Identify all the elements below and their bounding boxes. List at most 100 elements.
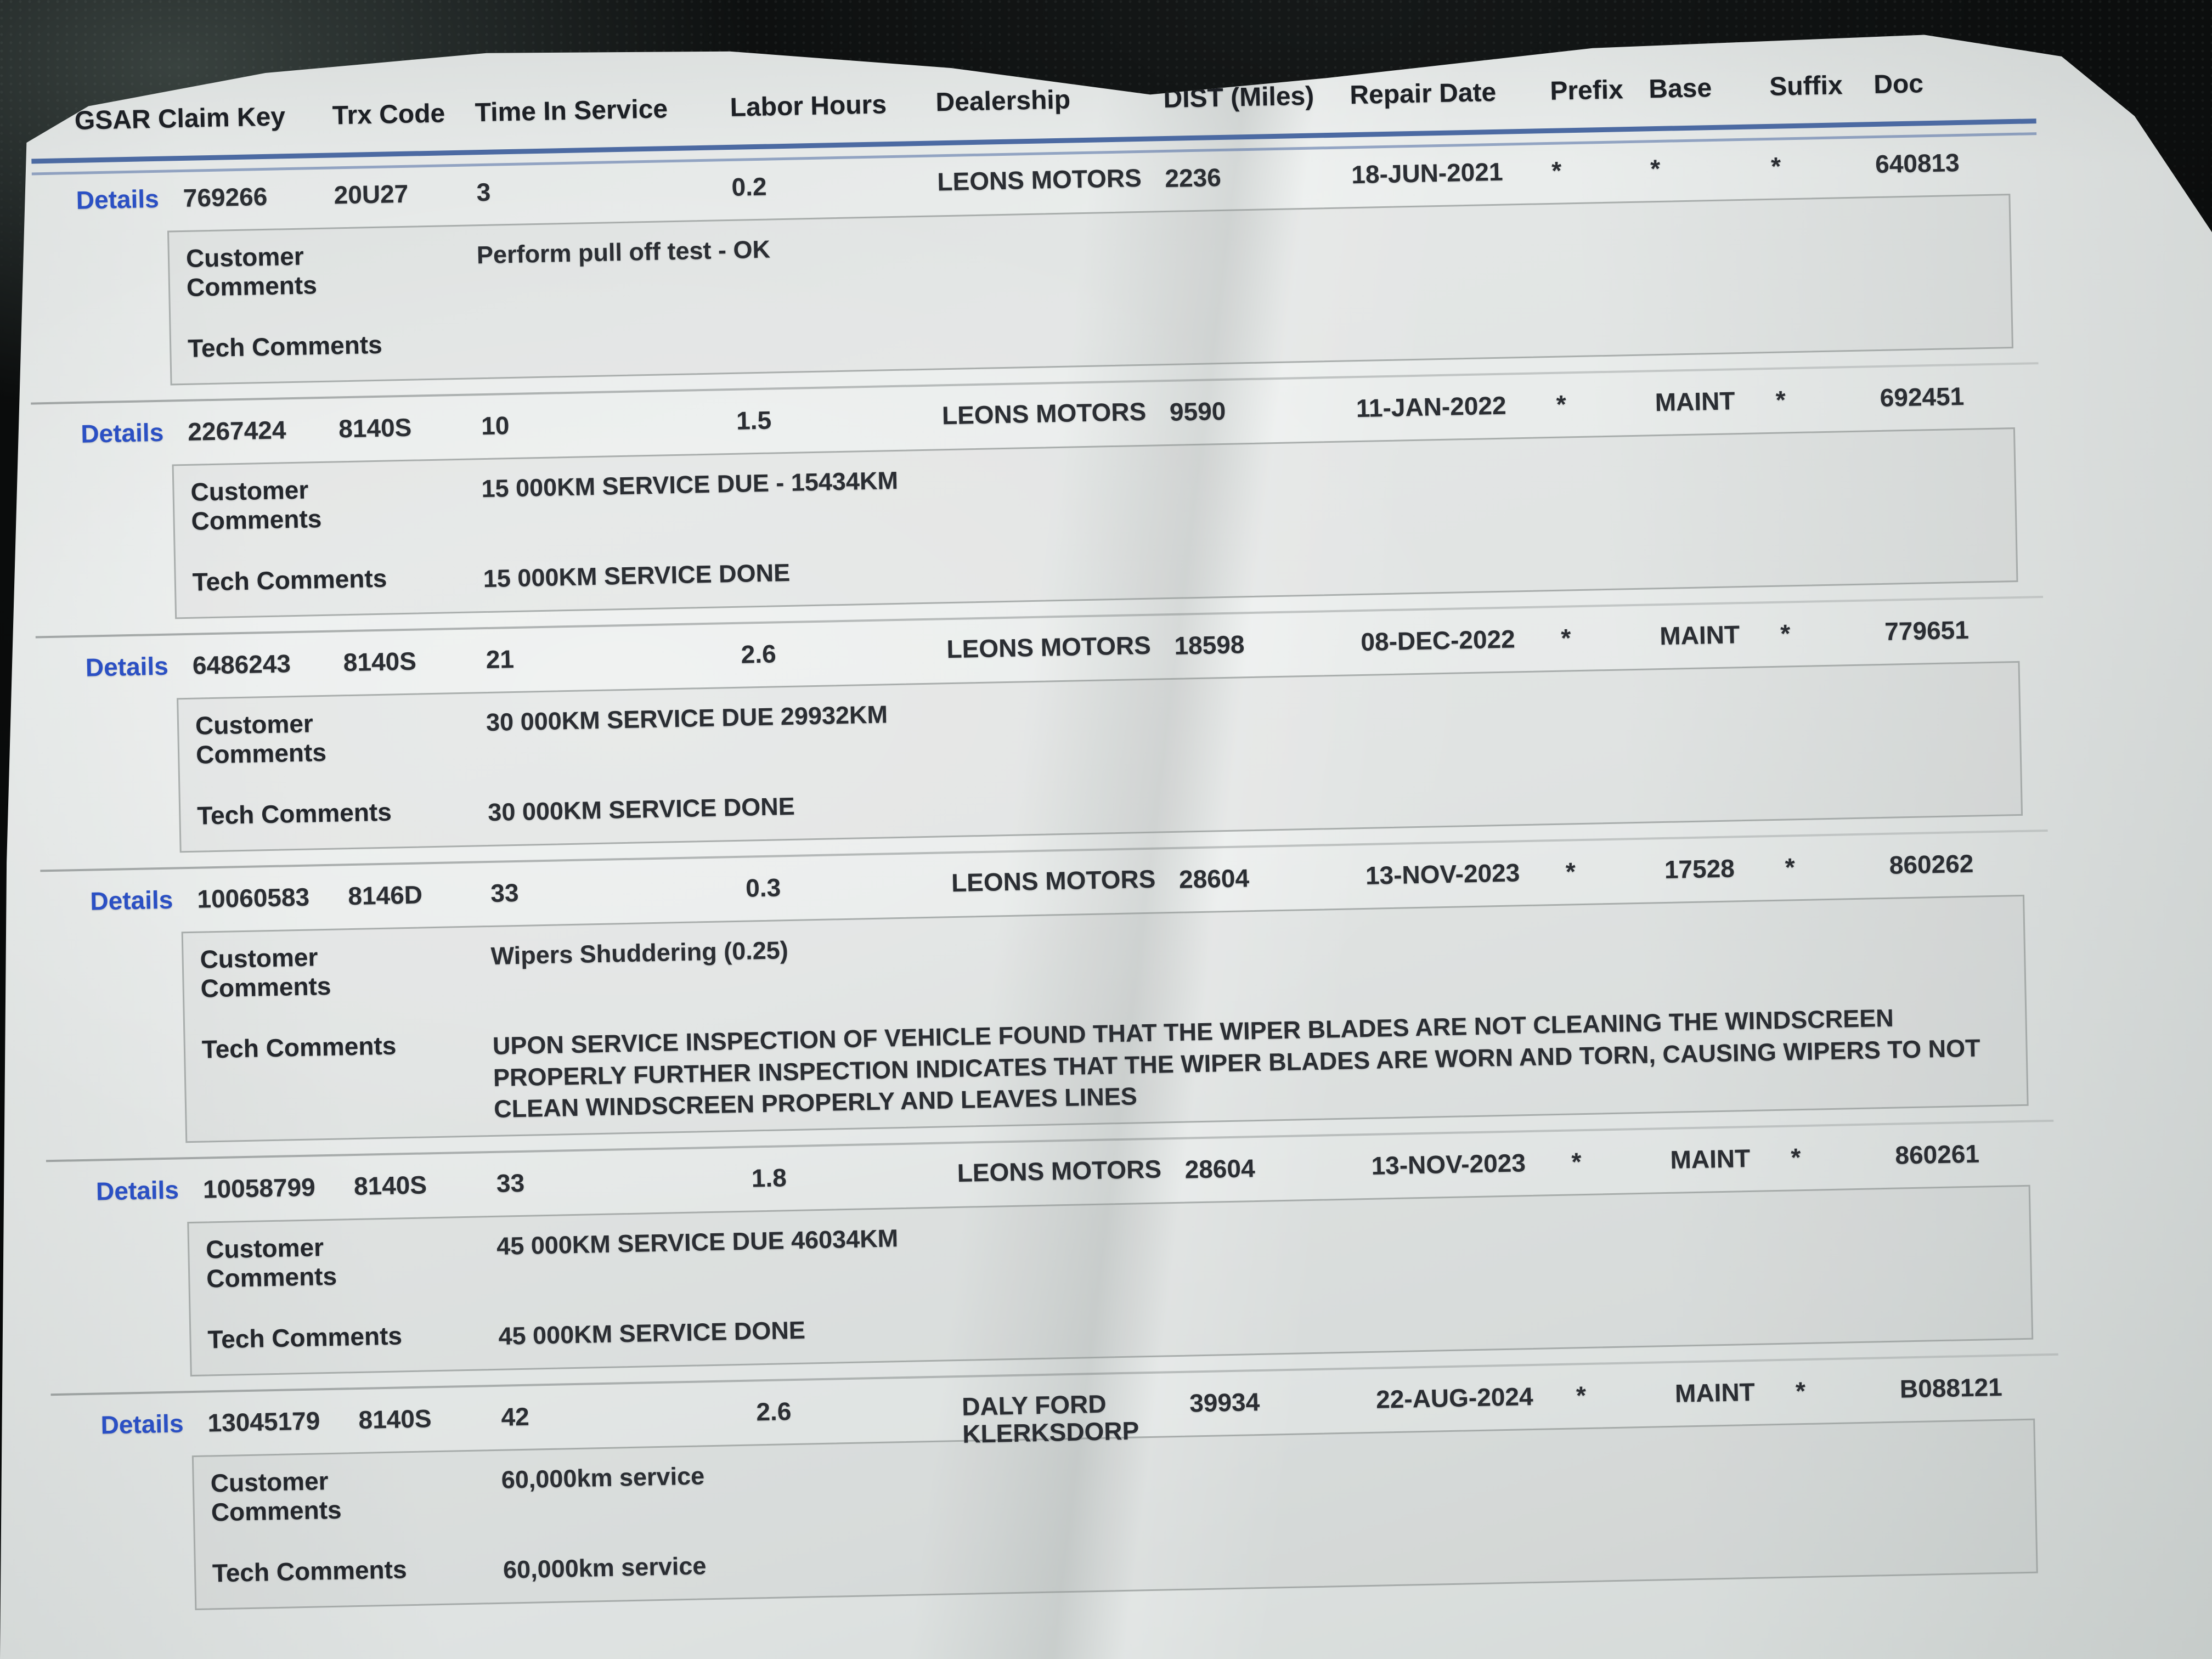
repair-date-cell: 18-JUN-2021 [1351, 157, 1504, 189]
customer-comments-label: Customer Comments [200, 943, 331, 1003]
labor-hours-cell: 2.6 [741, 639, 777, 669]
dist-miles-cell: 28604 [1184, 1153, 1256, 1184]
claim-record: Details 2267424 8140S 10 1.5 LEONS MOTOR… [22, 362, 2056, 622]
suffix-cell: * [1795, 1376, 1806, 1406]
suffix-cell: * [1785, 853, 1796, 882]
prefix-cell: * [1551, 156, 1562, 185]
dist-miles-cell: 39934 [1189, 1387, 1260, 1418]
comments-box: Customer Comments Wipers Shuddering (0.2… [181, 894, 2029, 1143]
dealership-cell: LEONS MOTORS [946, 630, 1152, 664]
trx-code-cell: 20U27 [334, 179, 409, 210]
trx-code-cell: 8140S [358, 1404, 432, 1434]
tech-comments-label: Tech Comments [207, 1321, 403, 1354]
dealership-cell: DALY FORD KLERKSDORP [961, 1389, 1139, 1449]
trx-code-cell: 8140S [338, 413, 412, 443]
details-link[interactable]: Details [89, 885, 173, 916]
dist-miles-cell: 9590 [1169, 396, 1226, 426]
claim-key-cell: 6486243 [192, 649, 291, 680]
time-in-service-cell: 33 [496, 1168, 525, 1198]
col-header-time-in-service: Time In Service [475, 94, 668, 128]
labor-hours-cell: 0.3 [745, 873, 781, 902]
base-cell: MAINT [1655, 386, 1735, 417]
time-in-service-cell: 3 [476, 177, 491, 207]
details-link[interactable]: Details [95, 1175, 179, 1206]
suffix-cell: * [1775, 385, 1786, 414]
tech-comments-label: Tech Comments [196, 797, 392, 830]
claim-key-cell: 10060583 [196, 882, 310, 913]
time-in-service-cell: 10 [481, 411, 510, 441]
suffix-cell: * [1790, 1142, 1801, 1172]
repair-date-cell: 08-DEC-2022 [1360, 624, 1516, 657]
claim-record: Details 769266 20U27 3 0.2 LEONS MOTORS … [18, 138, 2052, 388]
dealership-cell: LEONS MOTORS [951, 864, 1156, 898]
customer-comments-label: Customer Comments [190, 475, 322, 535]
tech-comments-label: Tech Comments [212, 1555, 407, 1588]
col-header-gsar-claim-key: GSAR Claim Key [74, 102, 286, 136]
prefix-cell: * [1560, 623, 1571, 652]
col-header-suffix: Suffix [1769, 71, 1843, 101]
prefix-cell: * [1571, 1147, 1582, 1176]
tech-comments-label: Tech Comments [187, 330, 383, 363]
repair-date-cell: 22-AUG-2024 [1375, 1381, 1533, 1414]
details-link[interactable]: Details [80, 417, 164, 448]
customer-comments-label: Customer Comments [185, 241, 318, 302]
col-header-labor-hours: Labor Hours [730, 90, 887, 122]
customer-comments-label: Customer Comments [210, 1466, 342, 1527]
trx-code-cell: 8140S [353, 1170, 427, 1200]
dealership-cell: LEONS MOTORS [957, 1154, 1162, 1187]
tech-comments-value: UPON SERVICE INSPECTION OF VEHICLE FOUND… [492, 1003, 1981, 1124]
claim-key-cell: 2267424 [187, 415, 286, 446]
details-link[interactable]: Details [85, 651, 169, 682]
details-link[interactable]: Details [100, 1409, 184, 1440]
trx-code-cell: 8146D [347, 880, 423, 911]
labor-hours-cell: 1.8 [751, 1163, 787, 1193]
base-cell: MAINT [1659, 620, 1740, 651]
col-header-trx-code: Trx Code [332, 99, 445, 131]
dealership-cell: LEONS MOTORS [941, 397, 1147, 430]
col-header-prefix: Prefix [1549, 75, 1624, 106]
trx-code-cell: 8140S [343, 646, 417, 677]
col-header-repair-date: Repair Date [1349, 77, 1497, 110]
doc-cell: 640813 [1875, 148, 1960, 179]
claim-key-cell: 13045179 [207, 1406, 320, 1437]
labor-hours-cell: 2.6 [755, 1396, 792, 1426]
base-cell: MAINT [1669, 1143, 1751, 1174]
time-in-service-cell: 21 [486, 645, 515, 674]
prefix-cell: * [1556, 390, 1567, 419]
prefix-cell: * [1565, 857, 1576, 886]
dealership-cell: LEONS MOTORS [936, 163, 1142, 196]
base-cell: * [1650, 154, 1661, 183]
time-in-service-cell: 33 [490, 878, 520, 907]
claim-key-cell: 769266 [183, 182, 268, 212]
claim-record: Details 10058799 8140S 33 1.8 LEONS MOTO… [38, 1119, 2072, 1379]
doc-cell: 779651 [1884, 615, 1970, 646]
customer-comments-label: Customer Comments [205, 1232, 337, 1293]
dist-miles-cell: 18598 [1174, 630, 1245, 660]
prefix-cell: * [1576, 1380, 1587, 1410]
suffix-cell: * [1770, 151, 1781, 180]
tech-comments-label: Tech Comments [192, 563, 387, 596]
details-link[interactable]: Details [76, 184, 160, 215]
claim-record: Details 10060583 8146D 33 0.3 LEONS MOTO… [32, 829, 2067, 1146]
repair-date-cell: 13-NOV-2023 [1371, 1148, 1526, 1180]
suffix-cell: * [1780, 619, 1791, 648]
col-header-doc: Doc [1873, 69, 1924, 100]
tech-comments-label: Tech Comments [201, 1031, 397, 1064]
gsar-claim-report: GSAR Claim Key Trx Code Time In Service … [16, 55, 2076, 1627]
claim-record: Details 13045179 8140S 42 2.6 DALY FORD … [42, 1353, 2076, 1613]
repair-date-cell: 11-JAN-2022 [1356, 391, 1507, 423]
labor-hours-cell: 1.5 [736, 405, 772, 435]
base-cell: MAINT [1674, 1377, 1756, 1408]
doc-cell: 860262 [1889, 849, 1974, 879]
time-in-service-cell: 42 [500, 1402, 530, 1431]
repair-date-cell: 13-NOV-2023 [1365, 858, 1520, 890]
labor-hours-cell: 0.2 [731, 172, 768, 201]
claim-record: Details 6486243 8140S 21 2.6 LEONS MOTOR… [27, 596, 2061, 856]
doc-cell: B088121 [1899, 1372, 2003, 1403]
dist-miles-cell: 2236 [1164, 162, 1222, 193]
claim-key-cell: 10058799 [202, 1172, 316, 1204]
dist-miles-cell: 28604 [1178, 864, 1250, 894]
customer-comments-label: Customer Comments [195, 709, 327, 769]
doc-cell: 860261 [1894, 1139, 1980, 1170]
